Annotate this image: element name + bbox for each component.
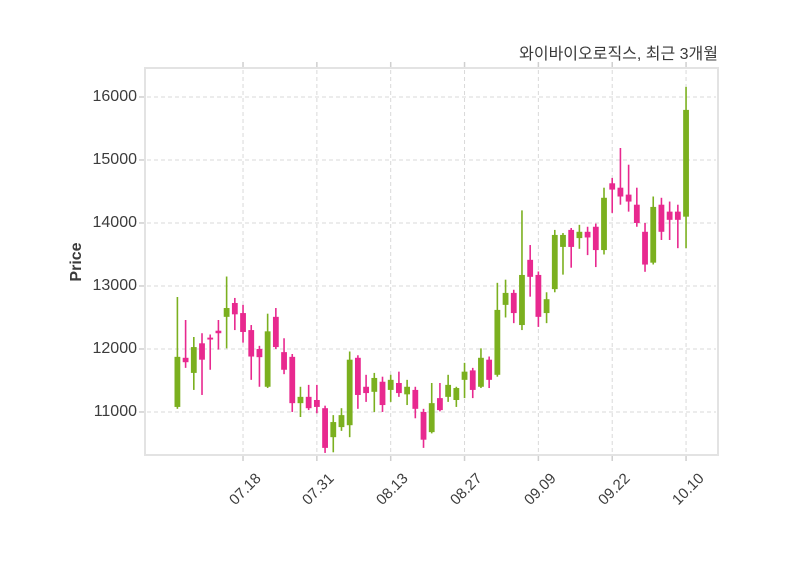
- candle-body: [322, 408, 328, 448]
- candle-body: [683, 109, 689, 217]
- candle-body: [560, 234, 566, 247]
- candle-body: [609, 183, 616, 190]
- candle-body: [535, 274, 542, 317]
- candle-body: [437, 398, 443, 411]
- candle-body: [658, 204, 665, 232]
- candle-body: [428, 403, 435, 433]
- candle-body: [387, 379, 394, 390]
- candle-body: [248, 330, 255, 357]
- candle-body: [330, 422, 337, 438]
- y-axis-label: Price: [68, 242, 85, 282]
- candle-body: [453, 388, 460, 401]
- candle-body: [519, 274, 525, 326]
- y-tick-label: 15000: [92, 150, 138, 168]
- chart-title: 와이바이오로직스, 최근 3개월: [519, 46, 718, 63]
- candle-body: [313, 400, 320, 407]
- candle-body: [297, 396, 304, 404]
- candle-body: [272, 316, 279, 348]
- candle-body: [527, 259, 534, 277]
- candle-body: [199, 343, 205, 360]
- candle-body: [182, 357, 189, 363]
- candle-body: [469, 370, 476, 390]
- y-tick-label: 16000: [92, 87, 138, 105]
- candle-body: [289, 356, 296, 404]
- candle-body: [625, 194, 632, 202]
- candle-body: [568, 229, 575, 247]
- candle-body: [190, 347, 197, 373]
- candle-body: [543, 299, 550, 314]
- candle-body: [551, 234, 558, 290]
- candle-body: [650, 206, 657, 263]
- candle-body: [445, 384, 452, 397]
- candle-body: [642, 231, 648, 265]
- candle-body: [617, 187, 624, 197]
- candle-body: [363, 386, 369, 394]
- candle-body: [215, 330, 222, 334]
- candle-body: [305, 396, 312, 409]
- y-tick-label: 14000: [92, 213, 138, 231]
- candle-body: [346, 359, 353, 426]
- candle-body: [584, 231, 591, 238]
- y-tick-label: 12000: [92, 339, 138, 357]
- candle-body: [281, 352, 287, 370]
- candle-body: [404, 386, 411, 395]
- y-tick-label: 13000: [92, 276, 138, 294]
- candle-body: [666, 211, 673, 220]
- candle-body: [592, 226, 599, 251]
- candle-body: [207, 337, 214, 340]
- candle-body: [240, 313, 246, 332]
- candle-body: [264, 331, 271, 387]
- candle-body: [420, 411, 427, 440]
- candle-body: [174, 356, 181, 407]
- candle-body: [494, 309, 501, 375]
- candle-body: [338, 415, 345, 428]
- candle-body: [576, 231, 583, 239]
- candle-body: [231, 302, 238, 315]
- candle-body: [379, 381, 386, 406]
- candle-body: [256, 348, 263, 358]
- candle-body: [396, 382, 402, 394]
- candle-body: [354, 357, 361, 395]
- candle-body: [633, 204, 640, 223]
- candle-body: [412, 389, 419, 409]
- candle-body: [674, 211, 681, 220]
- candle-body: [502, 292, 509, 305]
- candle-body: [371, 377, 378, 392]
- y-tick-label: 11000: [93, 402, 137, 420]
- candle-body: [223, 308, 230, 317]
- candle-body: [461, 371, 468, 380]
- candle-body: [486, 359, 493, 380]
- candle-body: [601, 197, 607, 251]
- candle-body: [510, 292, 517, 314]
- candle-body: [478, 357, 484, 387]
